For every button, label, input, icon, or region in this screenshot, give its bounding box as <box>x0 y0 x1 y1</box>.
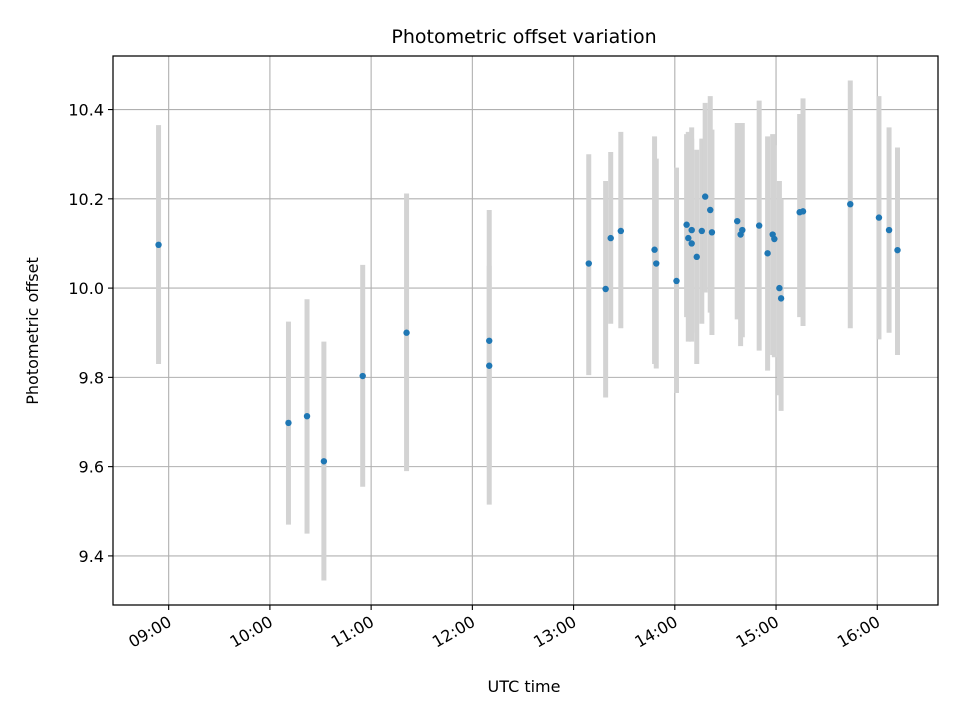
data-point <box>764 250 771 257</box>
data-point <box>771 235 778 243</box>
data-point <box>688 226 695 234</box>
data-point <box>875 214 883 221</box>
data-point <box>651 246 658 253</box>
y-tick-label: 10.0 <box>68 279 104 298</box>
data-point <box>359 372 366 380</box>
data-point <box>799 208 807 215</box>
chart-title: Photometric offset variation <box>391 26 656 48</box>
data-point <box>285 419 292 427</box>
data-point <box>155 241 162 249</box>
data-point <box>739 226 746 234</box>
data-point <box>708 229 716 236</box>
x-axis-label: UTC time <box>488 677 561 696</box>
data-point <box>701 193 709 200</box>
data-point <box>685 234 692 242</box>
data-point <box>693 253 700 261</box>
data-point <box>688 240 695 247</box>
y-tick-label: 10.2 <box>68 190 104 209</box>
data-point <box>617 227 625 235</box>
data-point <box>585 260 592 267</box>
data-points <box>155 193 901 465</box>
y-tick-label: 9.6 <box>79 458 104 477</box>
data-point <box>777 295 785 302</box>
data-point <box>755 222 763 229</box>
y-tick-label: 10.4 <box>68 101 104 120</box>
data-point <box>673 277 680 285</box>
data-point <box>303 412 311 420</box>
plot-frame <box>112 55 939 606</box>
y-tick-label: 9.4 <box>79 547 104 566</box>
data-point <box>486 337 493 344</box>
data-point <box>602 285 609 293</box>
data-point <box>894 246 901 254</box>
data-point <box>885 226 893 234</box>
data-point <box>698 227 706 235</box>
data-point <box>707 206 714 214</box>
data-point <box>320 458 328 465</box>
y-axis-label: Photometric offset <box>23 257 42 405</box>
data-point <box>403 329 410 336</box>
y-tick-label: 9.8 <box>79 368 104 387</box>
data-point <box>776 284 783 292</box>
data-point <box>683 221 690 228</box>
y-axis-ticks: 9.4 9.6 9.8 10.0 10.2 10.4 <box>68 101 113 566</box>
data-point <box>607 234 614 242</box>
data-point <box>847 200 854 208</box>
data-point <box>486 362 493 369</box>
data-point <box>653 260 660 267</box>
data-point <box>734 217 741 225</box>
plot-area <box>113 56 938 605</box>
